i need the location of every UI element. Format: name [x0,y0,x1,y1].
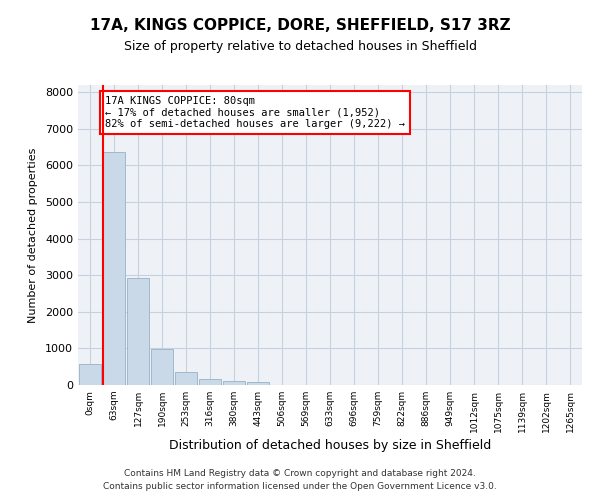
Bar [223,381,245,385]
Text: Size of property relative to detached houses in Sheffield: Size of property relative to detached ho… [124,40,476,53]
Bar [247,382,269,385]
Text: 17A, KINGS COPPICE, DORE, SHEFFIELD, S17 3RZ: 17A, KINGS COPPICE, DORE, SHEFFIELD, S17… [89,18,511,32]
Bar [151,349,173,385]
Bar [103,152,125,385]
Bar [199,378,221,385]
Text: Contains public sector information licensed under the Open Government Licence v3: Contains public sector information licen… [103,482,497,491]
Text: Contains HM Land Registry data © Crown copyright and database right 2024.: Contains HM Land Registry data © Crown c… [124,468,476,477]
Bar [175,372,197,385]
Bar [127,278,149,385]
Text: 17A KINGS COPPICE: 80sqm
← 17% of detached houses are smaller (1,952)
82% of sem: 17A KINGS COPPICE: 80sqm ← 17% of detach… [105,96,405,129]
X-axis label: Distribution of detached houses by size in Sheffield: Distribution of detached houses by size … [169,439,491,452]
Y-axis label: Number of detached properties: Number of detached properties [28,148,38,322]
Bar [79,364,101,385]
